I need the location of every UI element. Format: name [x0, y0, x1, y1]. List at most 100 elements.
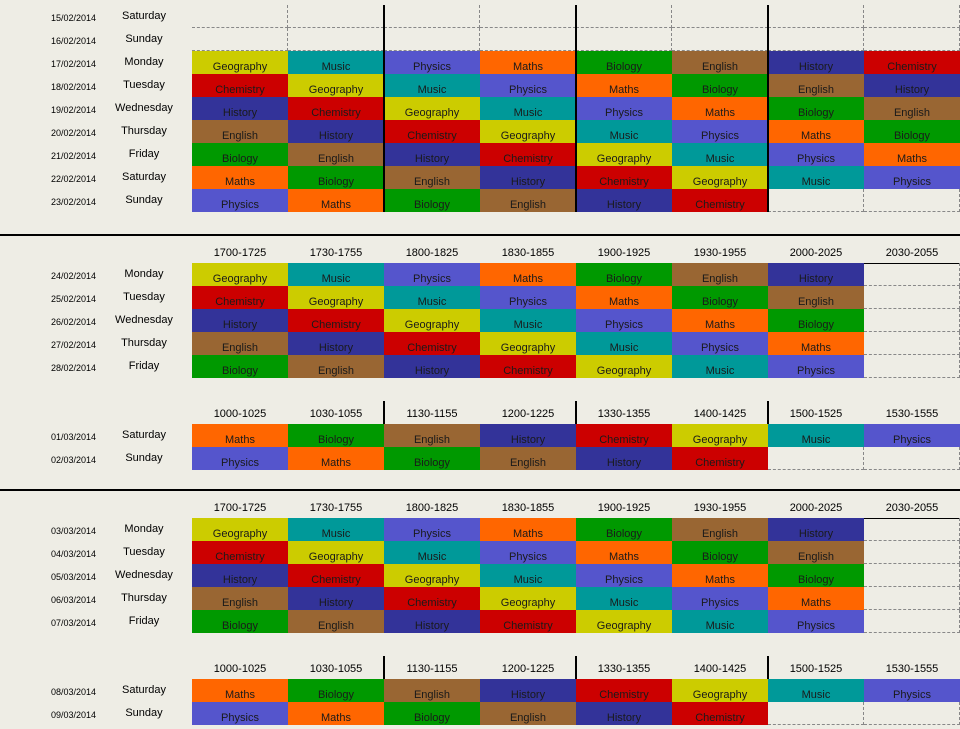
- empty-cell[interactable]: [864, 286, 960, 309]
- subject-cell[interactable]: History: [192, 97, 288, 120]
- subject-cell[interactable]: Chemistry: [384, 120, 480, 143]
- subject-cell[interactable]: Physics: [480, 286, 576, 309]
- subject-cell[interactable]: Chemistry: [576, 679, 672, 702]
- subject-cell[interactable]: Biology: [768, 564, 864, 587]
- empty-cell[interactable]: [288, 28, 384, 51]
- subject-cell[interactable]: Music: [384, 74, 480, 97]
- empty-cell[interactable]: [672, 28, 768, 51]
- empty-cell[interactable]: [384, 28, 480, 51]
- subject-cell[interactable]: Music: [288, 518, 384, 541]
- subject-cell[interactable]: Chemistry: [480, 610, 576, 633]
- subject-cell[interactable]: Music: [384, 286, 480, 309]
- subject-cell[interactable]: Music: [768, 679, 864, 702]
- subject-cell[interactable]: Geography: [192, 51, 288, 74]
- subject-cell[interactable]: Maths: [672, 564, 768, 587]
- subject-cell[interactable]: Maths: [192, 166, 288, 189]
- subject-cell[interactable]: Chemistry: [480, 355, 576, 378]
- subject-cell[interactable]: History: [288, 120, 384, 143]
- subject-cell[interactable]: English: [384, 424, 480, 447]
- subject-cell[interactable]: History: [384, 610, 480, 633]
- subject-cell[interactable]: English: [288, 143, 384, 166]
- empty-cell[interactable]: [192, 5, 288, 28]
- subject-cell[interactable]: Music: [576, 332, 672, 355]
- subject-cell[interactable]: Maths: [576, 74, 672, 97]
- subject-cell[interactable]: English: [864, 97, 960, 120]
- subject-cell[interactable]: History: [864, 74, 960, 97]
- subject-cell[interactable]: Physics: [576, 309, 672, 332]
- empty-cell[interactable]: [672, 5, 768, 28]
- subject-cell[interactable]: Chemistry: [288, 564, 384, 587]
- subject-cell[interactable]: Chemistry: [864, 51, 960, 74]
- subject-cell[interactable]: Geography: [384, 97, 480, 120]
- subject-cell[interactable]: Music: [480, 97, 576, 120]
- subject-cell[interactable]: Maths: [480, 263, 576, 286]
- subject-cell[interactable]: Biology: [672, 541, 768, 564]
- subject-cell[interactable]: Chemistry: [192, 74, 288, 97]
- empty-cell[interactable]: [864, 564, 960, 587]
- subject-cell[interactable]: Geography: [192, 263, 288, 286]
- subject-cell[interactable]: Biology: [288, 166, 384, 189]
- subject-cell[interactable]: Physics: [768, 355, 864, 378]
- subject-cell[interactable]: History: [480, 679, 576, 702]
- subject-cell[interactable]: Physics: [192, 189, 288, 212]
- empty-cell[interactable]: [480, 28, 576, 51]
- empty-cell[interactable]: [864, 447, 960, 470]
- subject-cell[interactable]: Geography: [480, 120, 576, 143]
- subject-cell[interactable]: Biology: [192, 355, 288, 378]
- subject-cell[interactable]: Geography: [192, 518, 288, 541]
- subject-cell[interactable]: Biology: [384, 447, 480, 470]
- subject-cell[interactable]: Physics: [672, 332, 768, 355]
- subject-cell[interactable]: Physics: [768, 610, 864, 633]
- empty-cell[interactable]: [768, 447, 864, 470]
- subject-cell[interactable]: Maths: [768, 332, 864, 355]
- empty-cell[interactable]: [384, 5, 480, 28]
- empty-cell[interactable]: [864, 332, 960, 355]
- subject-cell[interactable]: Geography: [480, 587, 576, 610]
- empty-cell[interactable]: [864, 702, 960, 725]
- subject-cell[interactable]: Maths: [768, 120, 864, 143]
- subject-cell[interactable]: Geography: [672, 166, 768, 189]
- subject-cell[interactable]: Biology: [192, 610, 288, 633]
- subject-cell[interactable]: Geography: [288, 541, 384, 564]
- empty-cell[interactable]: [864, 587, 960, 610]
- subject-cell[interactable]: Biology: [192, 143, 288, 166]
- empty-cell[interactable]: [864, 541, 960, 564]
- subject-cell[interactable]: Physics: [576, 564, 672, 587]
- subject-cell[interactable]: Physics: [480, 541, 576, 564]
- subject-cell[interactable]: Music: [288, 51, 384, 74]
- empty-cell[interactable]: [864, 28, 960, 51]
- subject-cell[interactable]: Biology: [768, 309, 864, 332]
- subject-cell[interactable]: Music: [768, 166, 864, 189]
- subject-cell[interactable]: English: [768, 541, 864, 564]
- empty-cell[interactable]: [768, 28, 864, 51]
- empty-cell[interactable]: [192, 28, 288, 51]
- subject-cell[interactable]: History: [192, 564, 288, 587]
- subject-cell[interactable]: Physics: [864, 424, 960, 447]
- subject-cell[interactable]: History: [480, 424, 576, 447]
- subject-cell[interactable]: Music: [672, 355, 768, 378]
- subject-cell[interactable]: Maths: [672, 309, 768, 332]
- subject-cell[interactable]: History: [768, 518, 864, 541]
- subject-cell[interactable]: Maths: [288, 702, 384, 725]
- empty-cell[interactable]: [768, 5, 864, 28]
- subject-cell[interactable]: Geography: [672, 424, 768, 447]
- subject-cell[interactable]: Music: [384, 541, 480, 564]
- subject-cell[interactable]: Maths: [576, 286, 672, 309]
- subject-cell[interactable]: Physics: [384, 51, 480, 74]
- subject-cell[interactable]: Biology: [672, 74, 768, 97]
- subject-cell[interactable]: History: [480, 166, 576, 189]
- subject-cell[interactable]: Music: [672, 610, 768, 633]
- subject-cell[interactable]: Physics: [384, 518, 480, 541]
- empty-cell[interactable]: [768, 189, 864, 212]
- subject-cell[interactable]: Biology: [384, 189, 480, 212]
- subject-cell[interactable]: Biology: [576, 263, 672, 286]
- empty-cell[interactable]: [288, 5, 384, 28]
- subject-cell[interactable]: History: [288, 332, 384, 355]
- subject-cell[interactable]: Geography: [480, 332, 576, 355]
- subject-cell[interactable]: Physics: [864, 679, 960, 702]
- subject-cell[interactable]: Maths: [288, 189, 384, 212]
- subject-cell[interactable]: Physics: [384, 263, 480, 286]
- subject-cell[interactable]: English: [192, 587, 288, 610]
- subject-cell[interactable]: Music: [480, 309, 576, 332]
- subject-cell[interactable]: Chemistry: [288, 309, 384, 332]
